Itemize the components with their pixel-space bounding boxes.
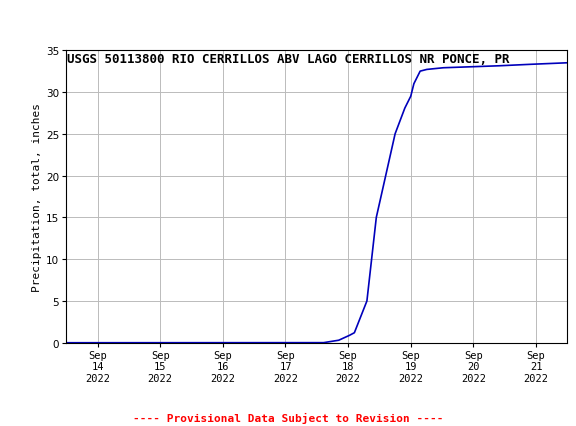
Polygon shape bbox=[6, 7, 37, 38]
Text: USGS 50113800 RIO CERRILLOS ABV LAGO CERRILLOS NR PONCE, PR: USGS 50113800 RIO CERRILLOS ABV LAGO CER… bbox=[67, 53, 509, 66]
Text: USGS: USGS bbox=[43, 13, 98, 32]
Y-axis label: Precipitation, total, inches: Precipitation, total, inches bbox=[32, 103, 42, 291]
Text: ---- Provisional Data Subject to Revision ----: ---- Provisional Data Subject to Revisio… bbox=[132, 412, 444, 423]
Bar bbox=[3, 4, 14, 40]
